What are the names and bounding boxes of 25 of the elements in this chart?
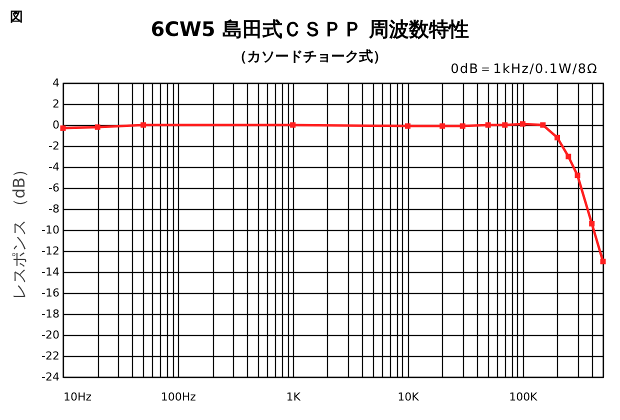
- y-tick-label: -12: [42, 244, 60, 258]
- y-tick-label: 2: [52, 98, 60, 110]
- y-tick-label: -16: [42, 286, 60, 300]
- y-axis-title: レスポンス （dB）: [10, 161, 29, 300]
- x-tick-label: 10K: [398, 390, 420, 404]
- y-tick-label: -8: [48, 202, 60, 216]
- x-tick-label: 10Hz: [64, 390, 92, 404]
- y-tick-label: -20: [42, 328, 60, 342]
- text: 図: [10, 9, 23, 26]
- chart-subtitle: （カソードチョーク式）: [233, 49, 387, 65]
- y-tick-label: -14: [42, 266, 60, 278]
- y-tick-label: -4: [48, 160, 60, 174]
- y-tick-label: 4: [52, 76, 60, 90]
- y-tick-label: -6: [48, 182, 60, 194]
- chart-title: 6CW5 島田式ＣＳＰＰ 周波数特性: [150, 17, 470, 41]
- x-tick-label: 100K: [509, 390, 538, 404]
- x-tick-label: 1K: [286, 390, 302, 404]
- y-tick-label: -24: [42, 370, 60, 384]
- text: 0dB＝1kHz/0.1W/8Ω: [450, 61, 598, 78]
- y-tick-label: -10: [42, 224, 60, 236]
- y-tick-label: -22: [42, 350, 60, 362]
- y-tick-label: 0: [52, 118, 60, 132]
- y-tick-label: -18: [42, 308, 60, 320]
- y-tick-label: -2: [48, 140, 60, 152]
- x-tick-label: 100Hz: [160, 390, 196, 404]
